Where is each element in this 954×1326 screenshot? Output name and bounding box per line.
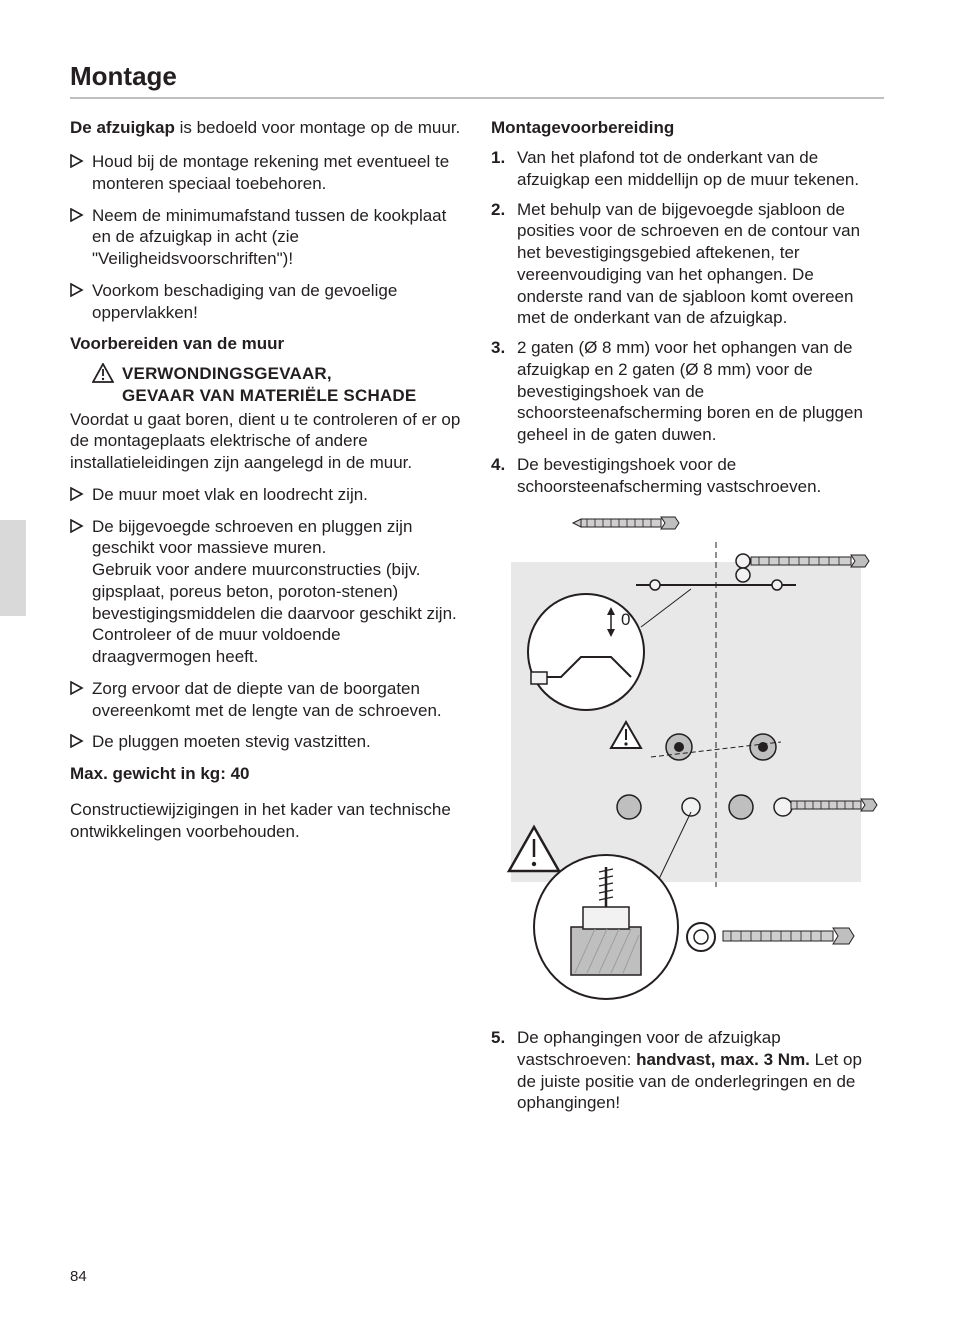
warning-paragraph: Voordat u gaat boren, dient u te control… [70, 409, 463, 474]
step-item: De bevestigingshoek voor de schoorsteena… [491, 454, 884, 498]
figure-zero-label: 0 [621, 610, 630, 629]
triangle-bullet-icon [70, 519, 84, 533]
step-item: 2 gaten (Ø 8 mm) voor het ophangen van d… [491, 337, 884, 446]
note-text: De bijgevoegde schroeven en pluggen zijn… [92, 516, 463, 668]
triangle-bullet-icon [70, 283, 84, 297]
note-line: De bijgevoegde schroeven en pluggen zijn… [70, 516, 463, 668]
step-text: Met behulp van de bijgevoegde sjabloon d… [517, 200, 860, 328]
subheading-prepare-wall: Voorbereiden van de muur [70, 333, 463, 355]
page-title: Montage [70, 60, 884, 93]
note-line: Neem de minimumafstand tussen de kookpla… [70, 205, 463, 270]
right-column: Montagevoorbereiding Van het plafond tot… [491, 117, 884, 1122]
installation-diagram-svg: 0 [491, 507, 881, 1007]
subheading-montage-prep: Montagevoorbereiding [491, 117, 884, 139]
left-column: De afzuigkap is bedoeld voor montage op … [70, 117, 463, 1122]
step-text: De bevestigingshoek voor de schoorsteena… [517, 455, 821, 496]
triangle-bullet-icon [70, 681, 84, 695]
step-text: 2 gaten (Ø 8 mm) voor het ophangen van d… [517, 338, 863, 444]
note-text: Voorkom beschadiging van de gevoelige op… [92, 280, 463, 324]
two-column-layout: De afzuigkap is bedoeld voor montage op … [70, 117, 884, 1122]
note-text: Houd bij de montage rekening met eventue… [92, 151, 463, 195]
triangle-bullet-icon [70, 487, 84, 501]
note-text: Zorg ervoor dat de diepte van de boorgat… [92, 678, 463, 722]
tail-paragraph: Constructiewijzigingen in het kader van … [70, 799, 463, 843]
note-line: Zorg ervoor dat de diepte van de boorgat… [70, 678, 463, 722]
intro-rest: is bedoeld voor montage op de muur. [175, 118, 460, 137]
warn-line2: GEVAAR VAN MATERIËLE SCHADE [122, 386, 416, 405]
warning-heading-text: VERWONDINGSGEVAAR, GEVAAR VAN MATERIËLE … [122, 363, 416, 407]
page-number: 84 [70, 1267, 87, 1286]
steps-list-cont: De ophangingen voor de afzuigkap vastsch… [491, 1027, 884, 1114]
note-line: De muur moet vlak en loodrecht zijn. [70, 484, 463, 506]
title-rule [70, 97, 884, 99]
warning-triangle-icon [92, 363, 114, 389]
step-text: Van het plafond tot de onderkant van de … [517, 148, 859, 189]
step-item: Met behulp van de bijgevoegde sjabloon d… [491, 199, 884, 330]
intro-bold: De afzuigkap [70, 118, 175, 137]
step5-bold: handvast, max. 3 Nm. [636, 1050, 810, 1069]
thumb-index-tab [0, 520, 26, 616]
step-item: De ophangingen voor de afzuigkap vastsch… [491, 1027, 884, 1114]
note-text: De muur moet vlak en loodrecht zijn. [92, 484, 463, 506]
note-text: De pluggen moeten stevig vastzitten. [92, 731, 463, 753]
warning-heading: VERWONDINGSGEVAAR, GEVAAR VAN MATERIËLE … [92, 363, 463, 407]
installation-figure: 0 [491, 507, 884, 1013]
steps-list: Van het plafond tot de onderkant van de … [491, 147, 884, 497]
note-line: Houd bij de montage rekening met eventue… [70, 151, 463, 195]
triangle-bullet-icon [70, 154, 84, 168]
triangle-bullet-icon [70, 734, 84, 748]
step-item: Van het plafond tot de onderkant van de … [491, 147, 884, 191]
note-text: Neem de minimumafstand tussen de kookpla… [92, 205, 463, 270]
subheading-max-weight: Max. gewicht in kg: 40 [70, 763, 463, 785]
triangle-bullet-icon [70, 208, 84, 222]
warn-line1: VERWONDINGSGEVAAR, [122, 364, 332, 383]
intro-paragraph: De afzuigkap is bedoeld voor montage op … [70, 117, 463, 139]
note-line: Voorkom beschadiging van de gevoelige op… [70, 280, 463, 324]
note-line: De pluggen moeten stevig vastzitten. [70, 731, 463, 753]
manual-page: Montage De afzuigkap is bedoeld voor mon… [0, 0, 954, 1326]
